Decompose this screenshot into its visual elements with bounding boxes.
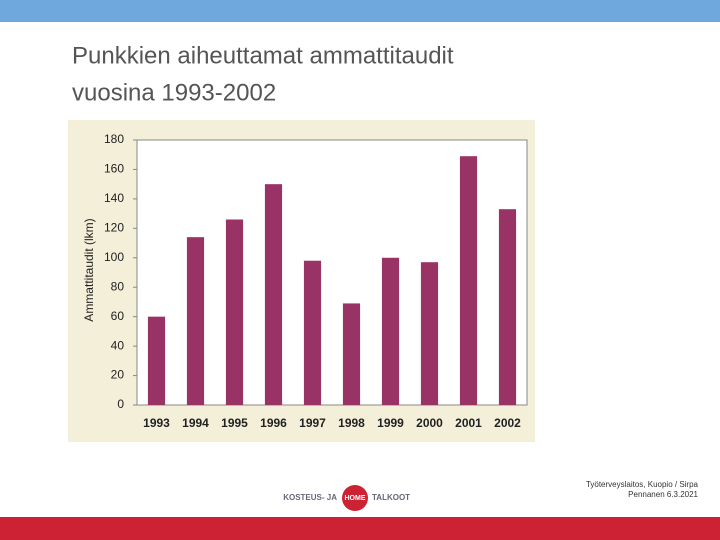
slide-title: Punkkien aiheuttamat ammattitaudit — [72, 42, 454, 69]
y-tick-label: 120 — [104, 221, 124, 235]
x-tick-label: 2001 — [455, 416, 482, 430]
bar — [264, 184, 283, 405]
bar — [381, 257, 400, 405]
y-tick-label: 180 — [104, 132, 124, 146]
y-tick-label: 160 — [104, 162, 124, 176]
x-tick-label: 1997 — [299, 416, 326, 430]
bar — [303, 260, 322, 405]
x-tick-label: 1999 — [377, 416, 404, 430]
logo: KOSTEUS- JA HOME TALKOOT — [283, 485, 410, 511]
bar — [225, 219, 244, 405]
logo-text: TALKOOT — [372, 493, 410, 502]
top-band — [0, 0, 720, 22]
logo-text: HOME — [345, 495, 366, 502]
slide-title: vuosina 1993-2002 — [72, 79, 276, 106]
y-axis-label: Ammattitaudit (lkm) — [82, 218, 96, 321]
credit: Työterveyslaitos, Kuopio / Sirpa — [586, 480, 699, 489]
x-tick-label: 1998 — [338, 416, 365, 430]
x-tick-label: 1994 — [182, 416, 209, 430]
bottom-band — [0, 517, 720, 540]
y-tick-label: 80 — [111, 279, 125, 293]
y-tick-label: 0 — [117, 397, 124, 411]
x-tick-label: 1995 — [221, 416, 248, 430]
y-tick-label: 60 — [111, 309, 125, 323]
logo-text: KOSTEUS- JA — [283, 493, 337, 502]
y-tick-label: 20 — [111, 368, 125, 382]
bar — [147, 316, 166, 405]
bar — [186, 237, 205, 405]
logo-sign — [342, 485, 368, 511]
bar — [459, 156, 478, 405]
x-tick-label: 2000 — [416, 416, 443, 430]
bar — [342, 303, 361, 405]
y-tick-label: 140 — [104, 191, 124, 205]
x-tick-label: 1993 — [143, 416, 170, 430]
y-tick-label: 100 — [104, 250, 124, 264]
x-tick-label: 2002 — [494, 416, 521, 430]
x-tick-label: 1996 — [260, 416, 287, 430]
credit: Pennanen 6.3.2021 — [628, 490, 698, 499]
bar — [498, 209, 517, 405]
y-tick-label: 40 — [111, 338, 125, 352]
bar — [420, 262, 439, 405]
